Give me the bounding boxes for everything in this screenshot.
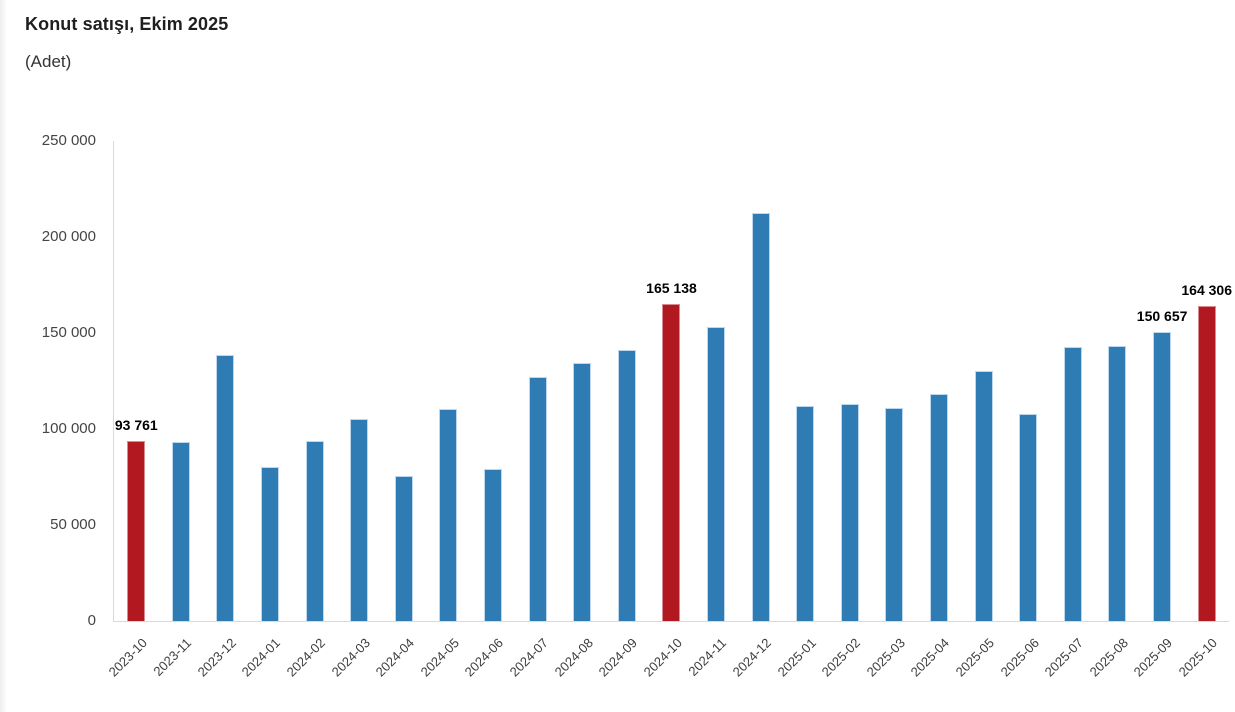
x-tick-label-2025-08: 2025-08 [1086, 635, 1131, 680]
highlighted-bar-2025-10 [1197, 305, 1216, 621]
bar-2025-07 [1063, 346, 1082, 621]
bar-2025-06 [1019, 414, 1038, 621]
x-tick-label-2025-09: 2025-09 [1131, 635, 1176, 680]
x-tick-label-2024-11: 2024-11 [685, 635, 730, 679]
bar-slot-2024-09: 2024-09 [596, 141, 650, 680]
bar-slot-2024-01: 2024-01 [239, 141, 293, 680]
data-label-2025-10: 164 306 [1181, 281, 1232, 298]
x-tick-label-2025-04: 2025-04 [908, 635, 953, 680]
bar-2025-05 [974, 371, 993, 621]
x-tick-label-2024-07: 2024-07 [506, 635, 551, 680]
x-tick-label-2024-01: 2024-01 [239, 635, 284, 680]
x-tick-label-2023-11: 2023-11 [150, 635, 195, 679]
y-tick-label: 200 000 [41, 228, 96, 245]
bar-slot-2024-12: 2024-12 [730, 141, 783, 680]
x-tick-label-2023-10: 2023-10 [105, 635, 150, 680]
bar-2023-11 [171, 442, 190, 621]
chart-unit-subtitle: (Adet) [25, 52, 72, 71]
bar-slot-2024-05: 2024-05 [417, 141, 471, 680]
bar-2024-12 [751, 212, 770, 621]
bar-slot-2025-10: 164 306 2025-10 [1176, 141, 1232, 680]
bar-slot-2024-08: 2024-08 [551, 141, 605, 680]
y-tick-label: 250 000 [41, 132, 96, 149]
highlighted-bar-2023-10 [127, 441, 146, 621]
x-tick-label-2025-07: 2025-07 [1041, 635, 1087, 680]
highlighted-bar-2024-10 [662, 303, 681, 621]
chart-title: Konut satışı, Ekim 2025 [25, 14, 229, 34]
bar-slot-2025-04: 2025-04 [908, 141, 962, 680]
x-tick-label-2025-03: 2025-03 [863, 635, 908, 680]
bar-2025-08 [1108, 345, 1127, 621]
bar-slot-2024-11: 2024-11 [686, 141, 739, 679]
bar-slot-2025-06: 2025-06 [997, 141, 1051, 680]
x-tick-label-2024-09: 2024-09 [595, 635, 641, 680]
bar-2023-12 [216, 354, 235, 621]
bar-slot-2024-06: 2024-06 [462, 141, 516, 680]
bar-2024-09 [617, 350, 636, 621]
data-label-2025-09: 150 657 [1136, 307, 1188, 324]
bar-2024-03 [350, 418, 369, 621]
x-tick-label-2024-02: 2024-02 [283, 635, 328, 680]
bar-slot-2025-01: 2025-01 [774, 141, 828, 680]
x-tick-label-2025-02: 2025-02 [818, 635, 864, 680]
bar-2024-08 [573, 363, 592, 621]
bar-2024-01 [261, 466, 280, 621]
bar-slot-2024-10: 165 138 2024-10 [640, 141, 697, 680]
x-tick-label-2024-08: 2024-08 [551, 635, 596, 680]
bar-2024-04 [394, 475, 413, 621]
data-label-2023-10: 93 761 [114, 417, 158, 433]
bar-slot-2023-10: 93 761 2023-10 [105, 141, 159, 680]
bar-2024-06 [484, 468, 503, 621]
bar-slot-2025-09: 150 657 2025-09 [1131, 141, 1188, 680]
bar-slot-2023-11: 2023-11 [151, 141, 204, 679]
bar-2025-01 [796, 405, 815, 621]
bar-2025-04 [930, 393, 949, 621]
bar-2025-09 [1153, 331, 1172, 621]
y-tick-label: 150 000 [41, 324, 96, 341]
bar-slot-2025-05: 2025-05 [953, 141, 1006, 680]
bar-slot-2025-02: 2025-02 [819, 141, 873, 680]
x-tick-label-2025-06: 2025-06 [997, 635, 1042, 680]
y-tick-label: 50 000 [50, 516, 96, 533]
data-label-2024-10: 165 138 [646, 279, 697, 296]
bar-2024-07 [528, 377, 547, 621]
x-tick-label-2024-04: 2024-04 [372, 635, 418, 680]
bar-slot-2024-07: 2024-07 [507, 141, 560, 680]
bar-slot-2024-04: 2024-04 [373, 141, 427, 680]
x-tick-label-2024-06: 2024-06 [462, 635, 507, 680]
bar-slot-2025-03: 2025-03 [863, 141, 917, 680]
bar-2024-02 [305, 440, 324, 621]
bar-slot-2024-03: 2024-03 [328, 141, 382, 680]
x-tick-label-2024-03: 2024-03 [328, 635, 373, 680]
bar-slot-2024-02: 2024-02 [284, 141, 337, 680]
x-tick-label-2025-10: 2025-10 [1175, 635, 1220, 680]
y-tick-label: 0 [87, 612, 96, 629]
y-tick-label: 100 000 [41, 420, 96, 437]
x-tick-label-2024-12: 2024-12 [729, 635, 774, 680]
bar-slot-2025-07: 2025-07 [1042, 141, 1096, 680]
x-tick-label-2025-01: 2025-01 [774, 635, 819, 680]
x-tick-label-2024-10: 2024-10 [640, 635, 685, 680]
bar-2024-05 [439, 408, 458, 621]
bar-2025-02 [840, 404, 859, 621]
x-tick-label-2025-05: 2025-05 [952, 635, 997, 680]
plot-area: 93 761 2023-10 2023-11 2023-12 2024-01 2024-0… [105, 141, 1232, 680]
page-left-edge-shade [0, 0, 7, 712]
bar-2025-03 [885, 408, 904, 621]
bar-slot-2023-12: 2023-12 [194, 141, 248, 680]
bar-slot-2025-08: 2025-08 [1086, 141, 1140, 680]
bar-2024-11 [707, 327, 726, 621]
x-tick-label-2024-05: 2024-05 [417, 635, 462, 680]
x-tick-label-2023-12: 2023-12 [194, 635, 239, 680]
